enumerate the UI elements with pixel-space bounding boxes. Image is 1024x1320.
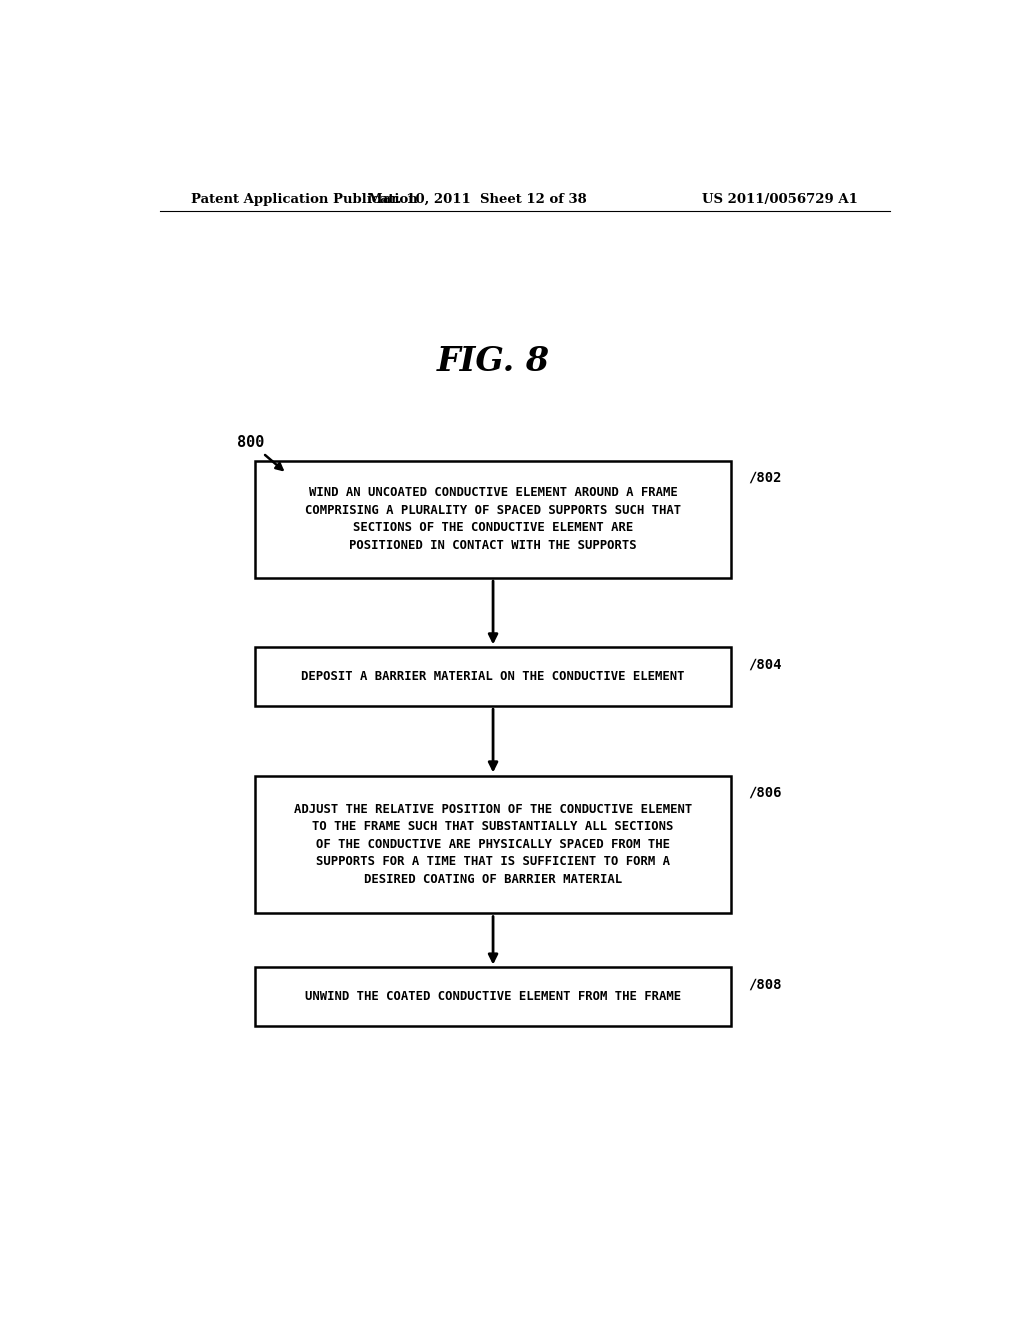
Text: Patent Application Publication: Patent Application Publication	[191, 193, 418, 206]
Text: ∕806: ∕806	[749, 785, 782, 800]
FancyBboxPatch shape	[255, 647, 731, 706]
Text: ∕804: ∕804	[749, 657, 782, 672]
FancyBboxPatch shape	[255, 968, 731, 1027]
Text: DEPOSIT A BARRIER MATERIAL ON THE CONDUCTIVE ELEMENT: DEPOSIT A BARRIER MATERIAL ON THE CONDUC…	[301, 671, 685, 684]
FancyBboxPatch shape	[255, 461, 731, 578]
Text: UNWIND THE COATED CONDUCTIVE ELEMENT FROM THE FRAME: UNWIND THE COATED CONDUCTIVE ELEMENT FRO…	[305, 990, 681, 1003]
FancyBboxPatch shape	[255, 776, 731, 913]
Text: ADJUST THE RELATIVE POSITION OF THE CONDUCTIVE ELEMENT
TO THE FRAME SUCH THAT SU: ADJUST THE RELATIVE POSITION OF THE COND…	[294, 803, 692, 886]
Text: Mar. 10, 2011  Sheet 12 of 38: Mar. 10, 2011 Sheet 12 of 38	[368, 193, 587, 206]
Text: US 2011/0056729 A1: US 2011/0056729 A1	[702, 193, 858, 206]
Text: FIG. 8: FIG. 8	[436, 346, 550, 379]
Text: 800: 800	[238, 436, 264, 450]
Text: WIND AN UNCOATED CONDUCTIVE ELEMENT AROUND A FRAME
COMPRISING A PLURALITY OF SPA: WIND AN UNCOATED CONDUCTIVE ELEMENT AROU…	[305, 487, 681, 552]
Text: ∕808: ∕808	[749, 978, 782, 991]
Text: ∕802: ∕802	[749, 471, 782, 484]
